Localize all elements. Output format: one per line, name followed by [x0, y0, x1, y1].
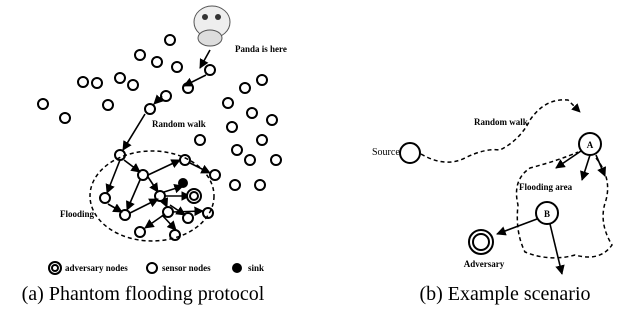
arrow — [123, 114, 145, 150]
source-label: Source — [372, 147, 400, 158]
node-a-label: A — [587, 140, 594, 150]
sensor-node — [100, 193, 110, 203]
sensor-node — [135, 50, 145, 60]
sensor-node — [163, 207, 173, 217]
arrow — [154, 96, 162, 104]
node-b-label: B — [544, 209, 550, 219]
legend-sensor-icon — [147, 263, 157, 273]
legend-sink-icon — [232, 263, 242, 273]
arrow — [596, 155, 605, 176]
legend-sensor: sensor nodes — [162, 263, 211, 273]
random-walk-path — [421, 100, 580, 162]
sensor-node — [223, 98, 233, 108]
sensor-node — [267, 115, 277, 125]
arrow — [190, 163, 210, 173]
sensor-node — [92, 78, 102, 88]
arrow — [108, 204, 122, 212]
legend-adversary-icon-inner — [52, 265, 58, 271]
sensor-node — [230, 180, 240, 190]
sensor-node — [245, 155, 255, 165]
flooding-area-label: Flooding area — [519, 182, 573, 192]
panda-icon — [194, 6, 230, 46]
sensor-node — [115, 73, 125, 83]
arrow — [145, 214, 165, 228]
sensor-node — [255, 180, 265, 190]
sensor-node — [103, 100, 113, 110]
adversary-label: Adversary — [464, 259, 505, 269]
sink-node — [178, 178, 188, 188]
sensor-node — [152, 57, 162, 67]
flooding-label: Flooding — [60, 209, 95, 219]
sensor-node — [257, 75, 267, 85]
arrow — [107, 160, 120, 193]
random-walk-label: Random walk — [474, 117, 528, 127]
caption-a: (a) Phantom flooding protocol — [22, 283, 265, 305]
arrow — [582, 155, 590, 180]
random-walk-label: Random walk — [152, 119, 206, 129]
sensor-node — [205, 65, 215, 75]
arrow — [148, 160, 180, 175]
sensor-node — [257, 135, 267, 145]
arrow — [497, 219, 537, 234]
sensor-node — [232, 145, 242, 155]
panda-label: Panda is here — [235, 44, 287, 54]
arrow — [164, 200, 167, 207]
legend-adversary: adversary nodes — [65, 263, 128, 273]
sensor-node — [210, 170, 220, 180]
sensor-node — [128, 80, 138, 90]
sensor-node — [165, 35, 175, 45]
arrow — [184, 75, 206, 86]
sensor-node — [38, 99, 48, 109]
sensor-node — [240, 83, 250, 93]
sensor-node — [195, 135, 205, 145]
adversary-node-inner — [190, 192, 198, 200]
sensor-node — [227, 122, 237, 132]
sensor-node — [247, 108, 257, 118]
sensor-node — [78, 77, 88, 87]
figure: Panda is here Random walk Flooding adver… — [0, 0, 623, 310]
flooding-area-boundary — [517, 152, 613, 258]
sensor-node — [172, 62, 182, 72]
sensor-node — [145, 104, 155, 114]
sensor-node — [115, 150, 125, 160]
adversary-node-inner — [473, 234, 489, 250]
legend-sink: sink — [248, 263, 264, 273]
arrow — [148, 177, 158, 192]
arrow — [550, 224, 562, 274]
arrow — [124, 160, 140, 172]
sensor-node — [271, 155, 281, 165]
arrow — [127, 180, 140, 210]
caption-b: (b) Example scenario — [419, 283, 590, 305]
arrow — [130, 199, 158, 213]
sensor-node — [135, 227, 145, 237]
sensor-node — [60, 113, 70, 123]
arrow — [172, 211, 203, 212]
sensor-node — [161, 91, 171, 101]
source-node — [400, 143, 420, 163]
